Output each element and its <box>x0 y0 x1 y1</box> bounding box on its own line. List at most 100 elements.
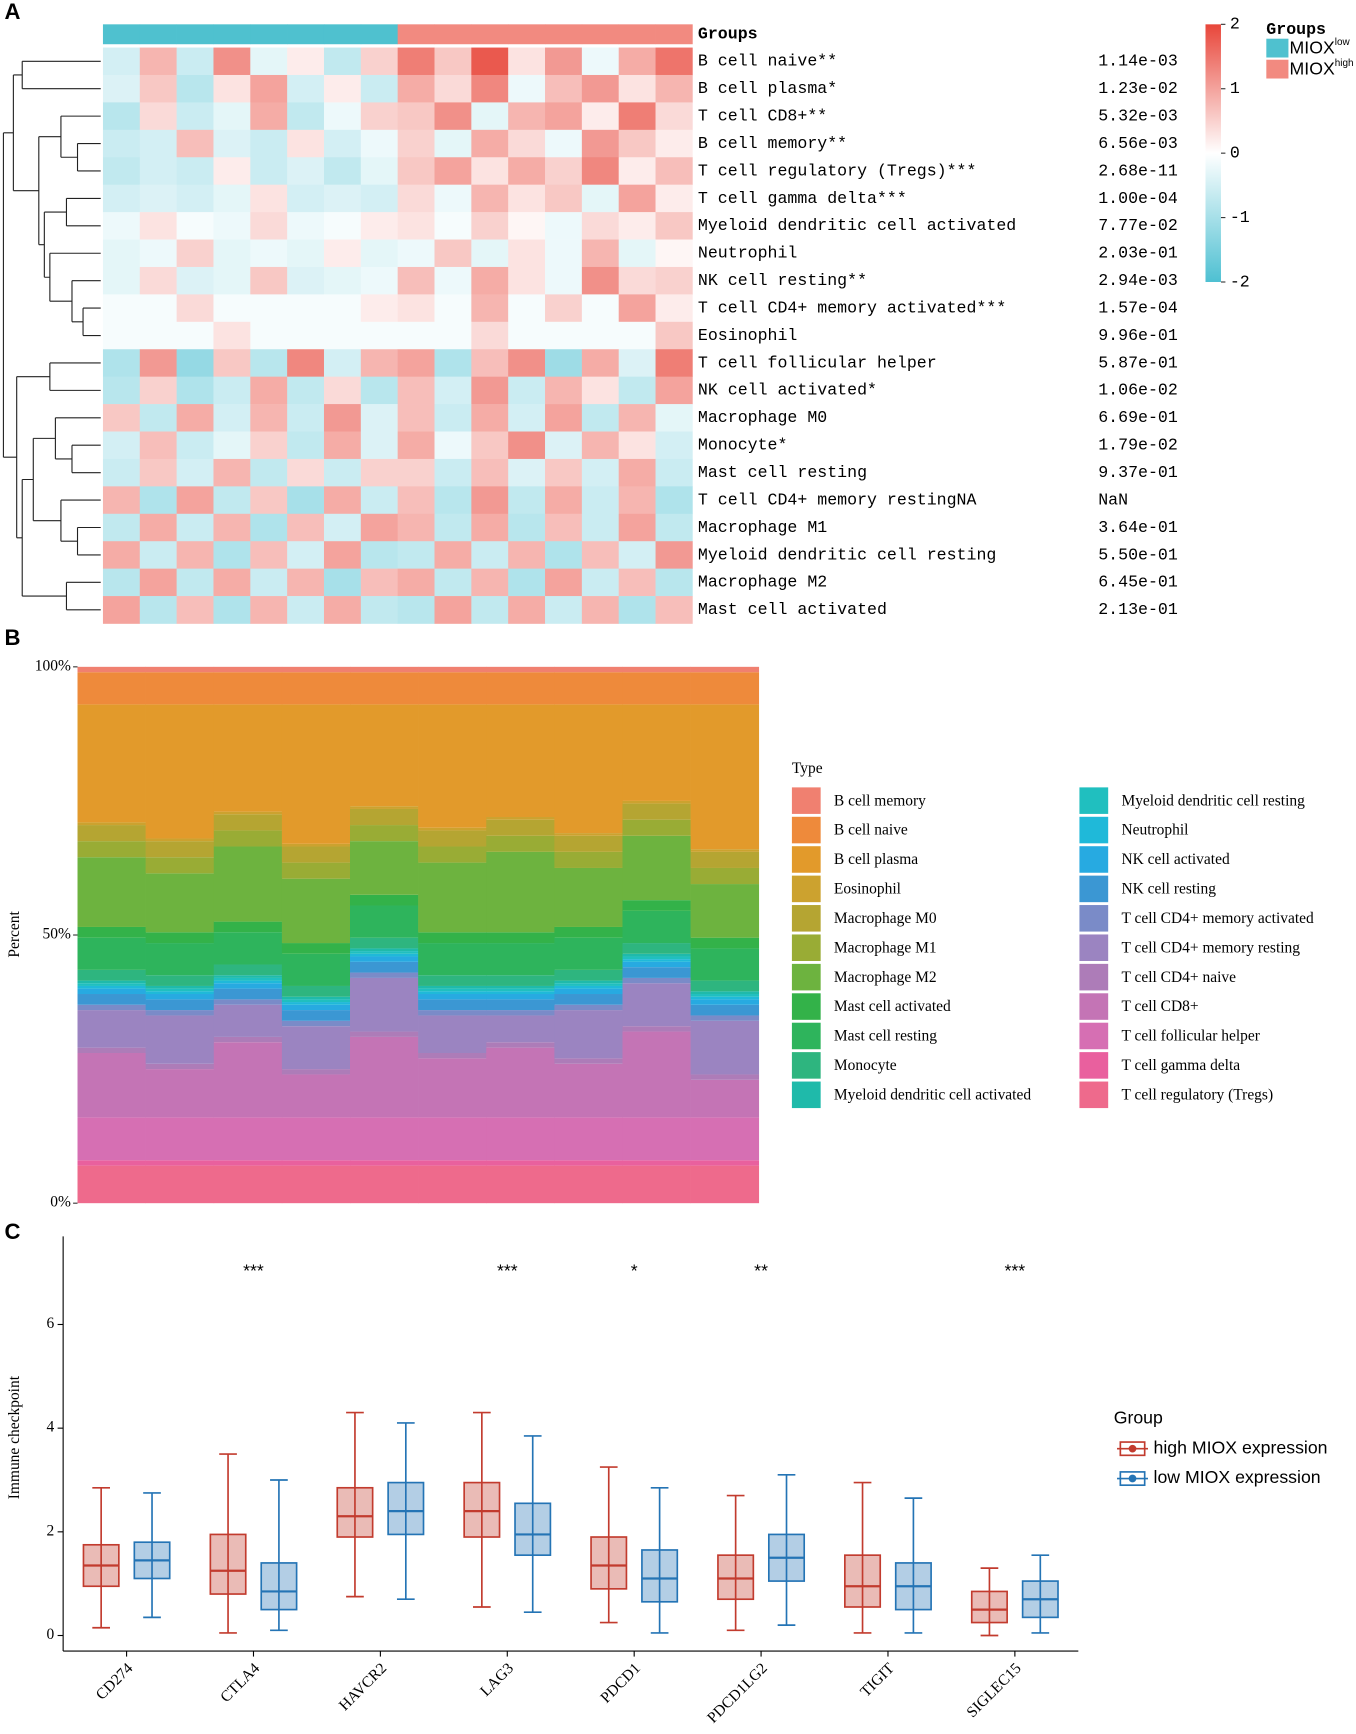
legend-swatch <box>791 1022 821 1050</box>
heat-cell <box>287 321 325 350</box>
heat-cell <box>397 349 435 377</box>
bar-segment <box>349 1160 419 1166</box>
heat-cell <box>434 458 472 487</box>
heat-cell <box>250 212 288 240</box>
heat-cell <box>176 458 214 487</box>
heat-cell <box>471 568 509 597</box>
heat-cell <box>545 404 583 432</box>
bar-segment <box>690 849 760 852</box>
legend-swatch <box>1266 59 1289 79</box>
heat-cell <box>287 431 325 460</box>
bar-segment <box>622 977 691 984</box>
bar-segment <box>418 830 487 847</box>
heat-cell <box>581 376 620 405</box>
heat-cell <box>176 102 214 131</box>
legend-label: B cell memory <box>834 792 926 809</box>
heat-cell <box>655 458 693 487</box>
p-value: 2.13e-01 <box>1098 600 1178 619</box>
heat-cell <box>581 47 620 76</box>
heat-cell <box>434 376 472 405</box>
heat-cell <box>287 486 325 515</box>
bar-segment <box>349 1031 419 1037</box>
bar-segment <box>486 988 555 992</box>
bar-segment <box>281 1002 351 1005</box>
legend-label: T cell regulatory (Tregs) <box>1121 1086 1273 1103</box>
bar-segment <box>349 841 419 895</box>
heat-cell <box>397 74 435 103</box>
heat-cell <box>213 596 251 624</box>
bar-segment <box>690 672 760 705</box>
legend-label: Macrophage M1 <box>834 939 937 956</box>
heat-cell <box>508 431 546 460</box>
legend-label: Mast cell activated <box>834 998 951 1015</box>
x-tick-label: CD274 <box>93 1660 137 1704</box>
legend-swatch <box>1079 1022 1109 1050</box>
heat-cell <box>508 541 546 569</box>
heat-cell <box>581 568 620 597</box>
bar-segment <box>418 827 487 831</box>
heat-cell <box>176 184 214 213</box>
bar-segment <box>486 1042 555 1048</box>
row-label: B cell plasma* <box>698 79 837 98</box>
group-cell <box>545 24 583 45</box>
heat-cell <box>102 321 141 350</box>
bar-segment <box>281 996 351 1000</box>
bar-segment <box>213 980 283 984</box>
heat-cell <box>581 486 620 515</box>
heat-cell <box>397 239 435 268</box>
heat-cell <box>581 266 620 295</box>
legend-swatch <box>791 816 821 844</box>
bar-segment <box>486 704 555 818</box>
bar-segment <box>690 1165 760 1204</box>
heat-cell <box>139 458 177 487</box>
bar-segment <box>281 666 351 673</box>
bar-segment <box>622 1160 691 1166</box>
p-value: 1.79e-02 <box>1098 436 1178 455</box>
bar-segment <box>349 1165 419 1204</box>
heat-cell <box>508 458 546 487</box>
bar-segment <box>213 1036 283 1043</box>
bar-segment <box>281 953 351 986</box>
heat-cell <box>287 376 325 405</box>
significance: *** <box>1005 1260 1026 1280</box>
heat-cell <box>287 294 325 323</box>
bar-segment <box>622 983 691 1027</box>
heat-cell <box>508 321 546 350</box>
bar-segment <box>213 921 283 933</box>
heat-cell <box>287 212 325 240</box>
heat-cell <box>471 321 509 350</box>
heat-cell <box>581 157 620 186</box>
bar-segment <box>145 1160 215 1166</box>
heat-cell <box>250 321 288 350</box>
heat-cell <box>102 47 141 76</box>
heat-cell <box>139 513 177 542</box>
bar-segment <box>77 704 146 823</box>
bar-segment <box>486 985 555 989</box>
bar-segment <box>349 905 419 938</box>
heat-cell <box>508 486 546 515</box>
colorbar <box>1205 24 1221 282</box>
bar-segment <box>554 937 623 970</box>
bar-segment <box>77 1160 146 1166</box>
heat-cell <box>139 294 177 323</box>
heat-cell <box>323 239 362 268</box>
bar-segment <box>349 704 419 807</box>
bar-segment <box>349 948 419 952</box>
heat-cell <box>655 404 693 432</box>
p-value: 5.87e-01 <box>1098 353 1178 372</box>
heat-cell <box>360 129 398 158</box>
bar-segment <box>622 1031 691 1118</box>
bar-segment <box>77 980 146 984</box>
bar-segment <box>145 985 215 989</box>
bar-segment <box>486 1015 555 1043</box>
legend-label: Macrophage M0 <box>834 910 937 927</box>
heat-cell <box>471 212 509 240</box>
bar-segment <box>145 932 215 944</box>
bar-segment <box>486 943 555 976</box>
heat-cell <box>250 102 288 131</box>
bar-segment <box>213 1042 283 1118</box>
bar-segment <box>486 666 555 673</box>
heat-cell <box>287 157 325 186</box>
group-cell <box>287 24 325 45</box>
bar-segment <box>622 943 691 954</box>
